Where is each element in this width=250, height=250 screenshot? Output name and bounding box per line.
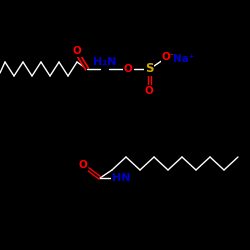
- Text: HN: HN: [112, 173, 130, 183]
- Text: O⁻: O⁻: [162, 52, 176, 62]
- Text: S: S: [145, 62, 153, 76]
- Text: O: O: [124, 64, 132, 74]
- Text: H₂N: H₂N: [93, 57, 117, 67]
- Text: O: O: [144, 86, 154, 96]
- Text: O: O: [72, 46, 82, 56]
- Text: Na⁺: Na⁺: [173, 54, 195, 64]
- Text: O: O: [78, 160, 88, 170]
